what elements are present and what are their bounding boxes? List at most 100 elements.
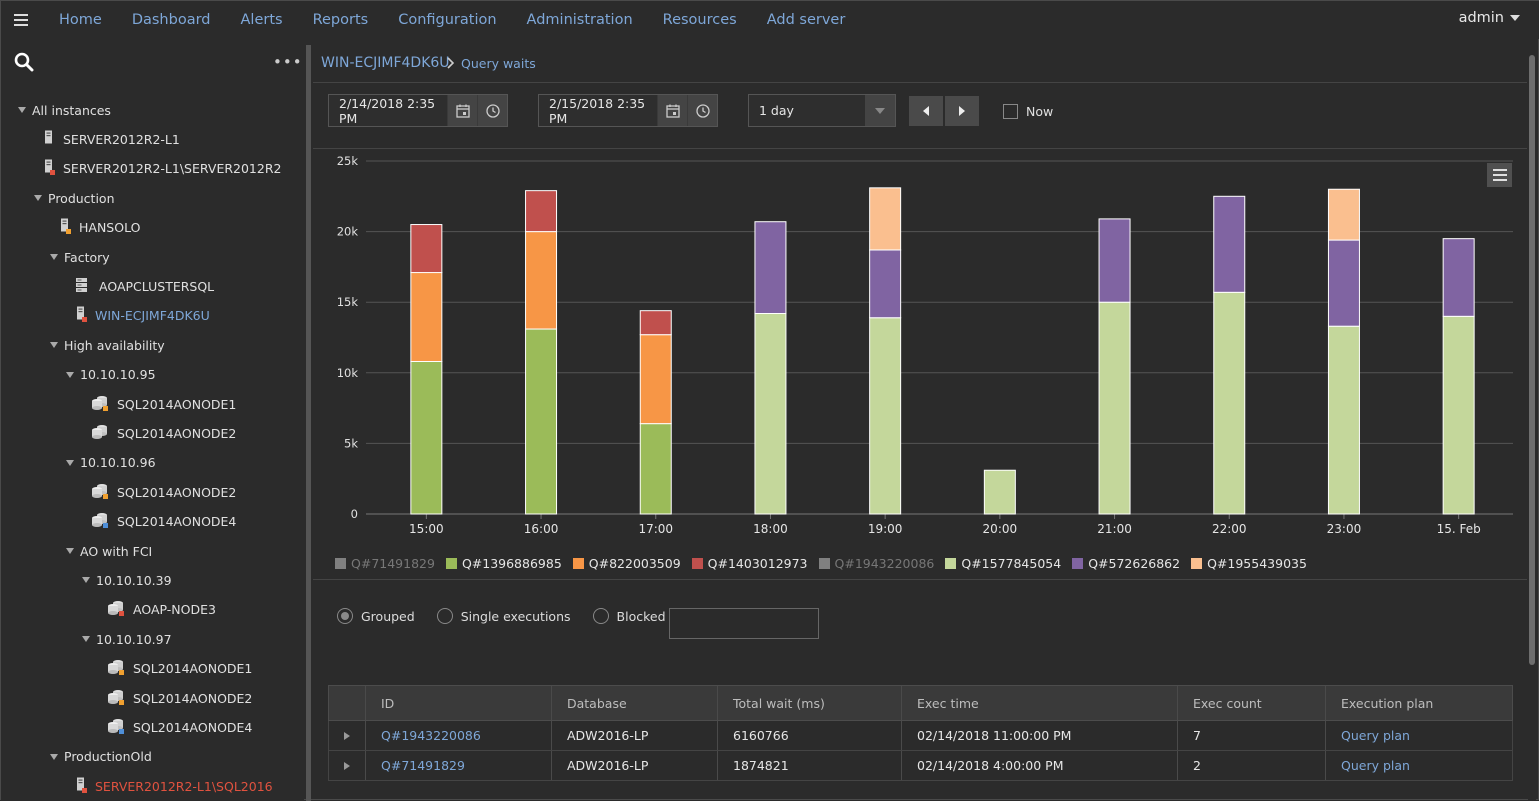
tree-item[interactable]: SQL2014AONODE2 <box>107 687 252 709</box>
expand-row-icon[interactable] <box>329 751 366 780</box>
tree-group[interactable]: ProductionOld <box>50 746 152 768</box>
calendar-icon[interactable] <box>447 95 477 126</box>
legend-item[interactable]: Q#822003509 <box>572 556 681 571</box>
query-plan-link[interactable]: Query plan <box>1341 728 1410 743</box>
search-icon[interactable] <box>14 52 34 75</box>
bar-segment[interactable] <box>525 231 558 330</box>
bar-segment[interactable] <box>410 361 443 515</box>
nav-home[interactable]: Home <box>59 12 102 28</box>
tree-group[interactable]: 10.10.10.97 <box>82 628 172 650</box>
tree-group[interactable]: AO with FCI <box>66 540 152 562</box>
legend-item[interactable]: Q#1396886985 <box>445 556 562 571</box>
nav-add-server[interactable]: Add server <box>766 12 846 28</box>
tree-group[interactable]: 10.10.10.95 <box>66 364 156 386</box>
breadcrumb-instance[interactable]: WIN-ECJIMF4DK6U <box>321 55 450 71</box>
expand-arrow-icon[interactable] <box>50 342 58 349</box>
query-plan-link[interactable]: Query plan <box>1341 758 1410 773</box>
expand-arrow-icon[interactable] <box>66 548 74 554</box>
clock-icon[interactable] <box>477 95 507 126</box>
sidebar-splitter[interactable] <box>306 45 311 801</box>
legend-item[interactable]: Q#572626862 <box>1072 556 1180 571</box>
expand-arrow-icon[interactable] <box>66 459 74 466</box>
bar-segment[interactable] <box>1327 188 1360 241</box>
bar-segment[interactable] <box>1327 239 1360 327</box>
expand-arrow-icon[interactable] <box>66 371 74 378</box>
column-header-total-wait[interactable]: Total wait (ms) <box>718 686 902 720</box>
now-checkbox[interactable] <box>1003 104 1018 119</box>
bar-segment[interactable] <box>754 221 787 314</box>
from-date-field[interactable]: 2/14/2018 2:35 PM <box>328 94 508 127</box>
column-header-execution-plan[interactable]: Execution plan <box>1341 695 1434 711</box>
tree-item[interactable]: AOAPCLUSTERSQL <box>75 275 214 297</box>
tree-group[interactable]: All instances <box>18 99 111 121</box>
nav-dashboard[interactable]: Dashboard <box>131 12 211 28</box>
bar-segment[interactable] <box>983 469 1016 515</box>
nav-alerts[interactable]: Alerts <box>240 12 283 28</box>
tree-group[interactable]: 10.10.10.96 <box>66 452 156 474</box>
bar-segment[interactable] <box>639 334 672 425</box>
clock-icon[interactable] <box>687 95 717 126</box>
tree-item[interactable]: SERVER2012R2-L1\SQL2016 <box>75 775 273 797</box>
bar-segment[interactable] <box>1213 195 1246 293</box>
nav-administration[interactable]: Administration <box>526 12 633 28</box>
tree-group[interactable]: Production <box>34 187 115 209</box>
tree-item[interactable]: SQL2014AONODE2 <box>91 481 236 503</box>
legend-item[interactable]: Q#1955439035 <box>1191 556 1307 571</box>
bar-segment[interactable] <box>1442 238 1475 317</box>
tree-item[interactable]: SQL2014AONODE4 <box>91 511 236 533</box>
expand-arrow-icon[interactable] <box>50 254 58 260</box>
legend-item[interactable]: Q#1577845054 <box>945 556 1061 571</box>
tree-item[interactable]: WIN-ECJIMF4DK6U <box>75 305 210 327</box>
legend-item[interactable]: Q#71491829 <box>335 556 435 571</box>
bar-segment[interactable] <box>1442 315 1475 515</box>
bar-segment[interactable] <box>639 423 672 515</box>
tree-item[interactable]: SQL2014AONODE1 <box>107 658 252 680</box>
chart-menu-icon[interactable] <box>1487 163 1512 187</box>
bar-segment[interactable] <box>754 312 787 515</box>
next-range-button[interactable] <box>945 96 979 126</box>
tree-group[interactable]: High availability <box>50 334 165 356</box>
calendar-icon[interactable] <box>657 95 687 126</box>
column-header-database[interactable]: Database <box>552 686 718 720</box>
tree-item[interactable]: AOAP-NODE3 <box>107 599 216 621</box>
bar-segment[interactable] <box>1327 325 1360 515</box>
expand-arrow-icon[interactable] <box>18 107 26 113</box>
bar-segment[interactable] <box>639 310 672 336</box>
hamburger-menu-icon[interactable] <box>1 1 41 39</box>
tree-item[interactable]: SQL2014AONODE2 <box>91 422 236 444</box>
tree-item[interactable]: HANSOLO <box>59 217 140 239</box>
bar-segment[interactable] <box>1098 301 1131 515</box>
main-scrollbar[interactable] <box>1528 45 1536 801</box>
to-date-field[interactable]: 2/15/2018 2:35 PM <box>538 94 718 127</box>
filter-input[interactable] <box>669 608 819 639</box>
query-id-link[interactable]: Q#1943220086 <box>381 728 481 743</box>
bar-segment[interactable] <box>1098 218 1131 303</box>
bar-segment[interactable] <box>525 190 558 233</box>
table-row[interactable]: Q#71491829 ADW2016-LP 1874821 02/14/2018… <box>328 751 1513 781</box>
table-row[interactable]: Q#1943220086 ADW2016-LP 6160766 02/14/20… <box>328 721 1513 751</box>
tree-item[interactable]: SERVER2012R2-L1\SERVER2012R2 <box>43 158 281 180</box>
query-id-link[interactable]: Q#71491829 <box>381 758 465 773</box>
blocked-radio[interactable]: Blocked <box>592 608 666 624</box>
grouped-radio[interactable]: Grouped <box>337 608 415 624</box>
expand-arrow-icon[interactable] <box>34 195 42 202</box>
tree-item[interactable]: SQL2014AONODE1 <box>91 393 236 415</box>
expand-arrow-icon[interactable] <box>50 753 58 760</box>
expand-arrow-icon[interactable] <box>82 577 90 584</box>
single-executions-radio[interactable]: Single executions <box>436 608 571 624</box>
user-menu[interactable]: admin <box>1459 10 1520 26</box>
legend-item[interactable]: Q#1403012973 <box>691 556 808 571</box>
expand-arrow-icon[interactable] <box>82 636 90 643</box>
nav-reports[interactable]: Reports <box>312 12 369 28</box>
nav-resources[interactable]: Resources <box>662 12 737 28</box>
expand-row-icon[interactable] <box>329 721 366 750</box>
range-select[interactable]: 1 day <box>748 94 896 127</box>
legend-item[interactable]: Q#1943220086 <box>818 556 934 571</box>
previous-range-button[interactable] <box>909 96 943 126</box>
column-header-exec-time[interactable]: Exec time <box>902 686 1178 720</box>
bar-segment[interactable] <box>869 317 902 515</box>
bar-segment[interactable] <box>410 224 443 274</box>
bar-segment[interactable] <box>869 249 902 319</box>
tree-group[interactable]: 10.10.10.39 <box>82 569 172 591</box>
more-options-icon[interactable]: ••• <box>273 53 303 71</box>
